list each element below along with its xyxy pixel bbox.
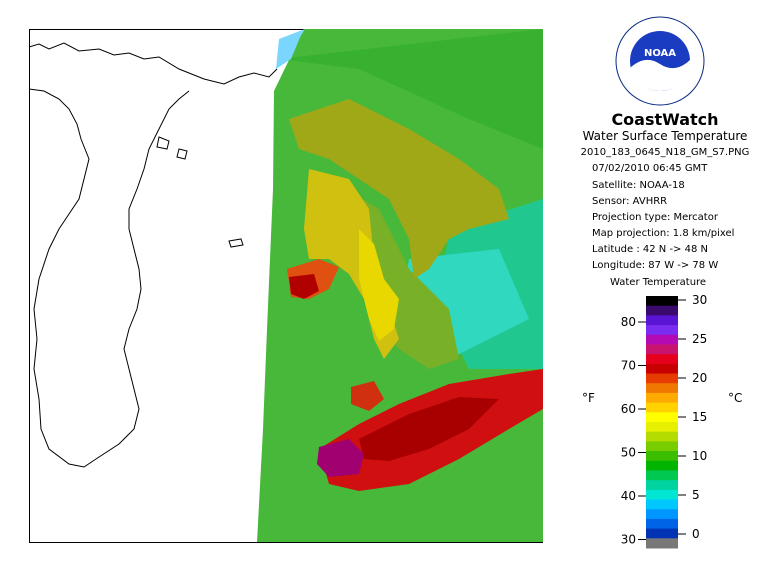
colorbar-swatch	[646, 451, 678, 462]
datetime: 07/02/2010 06:45 GMT	[592, 163, 708, 174]
celsius-tick-label: 20	[692, 371, 707, 385]
latitude: Latitude : 42 N -> 48 N	[592, 244, 708, 255]
fahrenheit-tick-label: 50	[621, 446, 636, 460]
colorbar-swatch	[646, 344, 678, 355]
unit-celsius: °C	[728, 391, 742, 405]
map-projection: Map projection: 1.8 km/pixel	[592, 228, 735, 239]
celsius-tick-label: 10	[692, 449, 707, 463]
colorbar-swatch	[646, 305, 678, 316]
cloud-patch	[276, 29, 305, 69]
colorbar-swatch	[646, 392, 678, 404]
celsius-tick-label: 25	[692, 332, 707, 346]
colorbar-swatch	[646, 518, 678, 530]
fahrenheit-tick-label: 40	[621, 489, 636, 503]
colorbar-swatch	[646, 315, 678, 326]
celsius-tick-label: 15	[692, 410, 707, 424]
satellite: Satellite: NOAA-18	[592, 180, 685, 191]
colorbar-swatch	[646, 489, 678, 501]
unit-fahrenheit: °F	[582, 391, 595, 405]
legend-title: Water Temperature	[610, 277, 707, 288]
filename: 2010_183_0645_N18_GM_S7.PNG	[580, 147, 750, 158]
colorbar-swatch	[646, 334, 678, 345]
colorbar-swatch	[646, 480, 678, 491]
noaa-logo: NOAA	[615, 16, 705, 106]
fahrenheit-ticks: 80 70 60 50 40 30	[621, 315, 646, 547]
fahrenheit-tick-label: 60	[621, 402, 636, 416]
colorbar-swatch	[646, 460, 678, 471]
sensor: Sensor: AVHRR	[592, 196, 668, 207]
celsius-tick-label: 30	[692, 293, 707, 307]
fahrenheit-tick-label: 80	[621, 315, 636, 329]
fahrenheit-tick-label: 70	[621, 359, 636, 373]
logo-text: NOAA	[644, 48, 676, 59]
coastlines	[29, 42, 278, 468]
colorbar-swatch	[646, 538, 678, 549]
celsius-tick-label: 5	[692, 488, 700, 502]
colorbar-swatch	[646, 528, 678, 539]
longitude: Longitude: 87 W -> 78 W	[592, 260, 719, 271]
colorbar-swatch	[646, 402, 678, 413]
colorbar	[646, 296, 678, 549]
celsius-tick-label: 0	[692, 527, 700, 541]
colorbar-swatch	[646, 354, 678, 365]
colorbar-swatch	[646, 441, 678, 452]
colorbar-swatch	[646, 363, 678, 375]
projection-type: Projection type: Mercator	[592, 212, 718, 223]
colorbar-swatch	[646, 373, 678, 384]
colorbar-swatch	[646, 412, 678, 423]
product-subtitle: Water Surface Temperature	[582, 129, 748, 143]
colorbar-swatch	[646, 325, 678, 336]
temperature-coverage	[257, 29, 543, 542]
celsius-ticks: 30 25 20 15 10 5 0	[678, 293, 707, 541]
fahrenheit-tick-label: 30	[621, 533, 636, 547]
brand-title: CoastWatch	[611, 110, 719, 129]
color-scale: °F °C 80 70 60 50 40 30 30 25 20 15 10 5 0	[578, 292, 748, 552]
colorbar-swatch	[646, 383, 678, 394]
colorbar-swatch	[646, 422, 678, 433]
colorbar-swatch	[646, 296, 678, 307]
colorbar-swatch	[646, 509, 678, 520]
colorbar-swatch	[646, 470, 678, 481]
colorbar-swatch	[646, 431, 678, 442]
colorbar-swatch	[646, 499, 678, 510]
sst-map	[29, 29, 543, 543]
